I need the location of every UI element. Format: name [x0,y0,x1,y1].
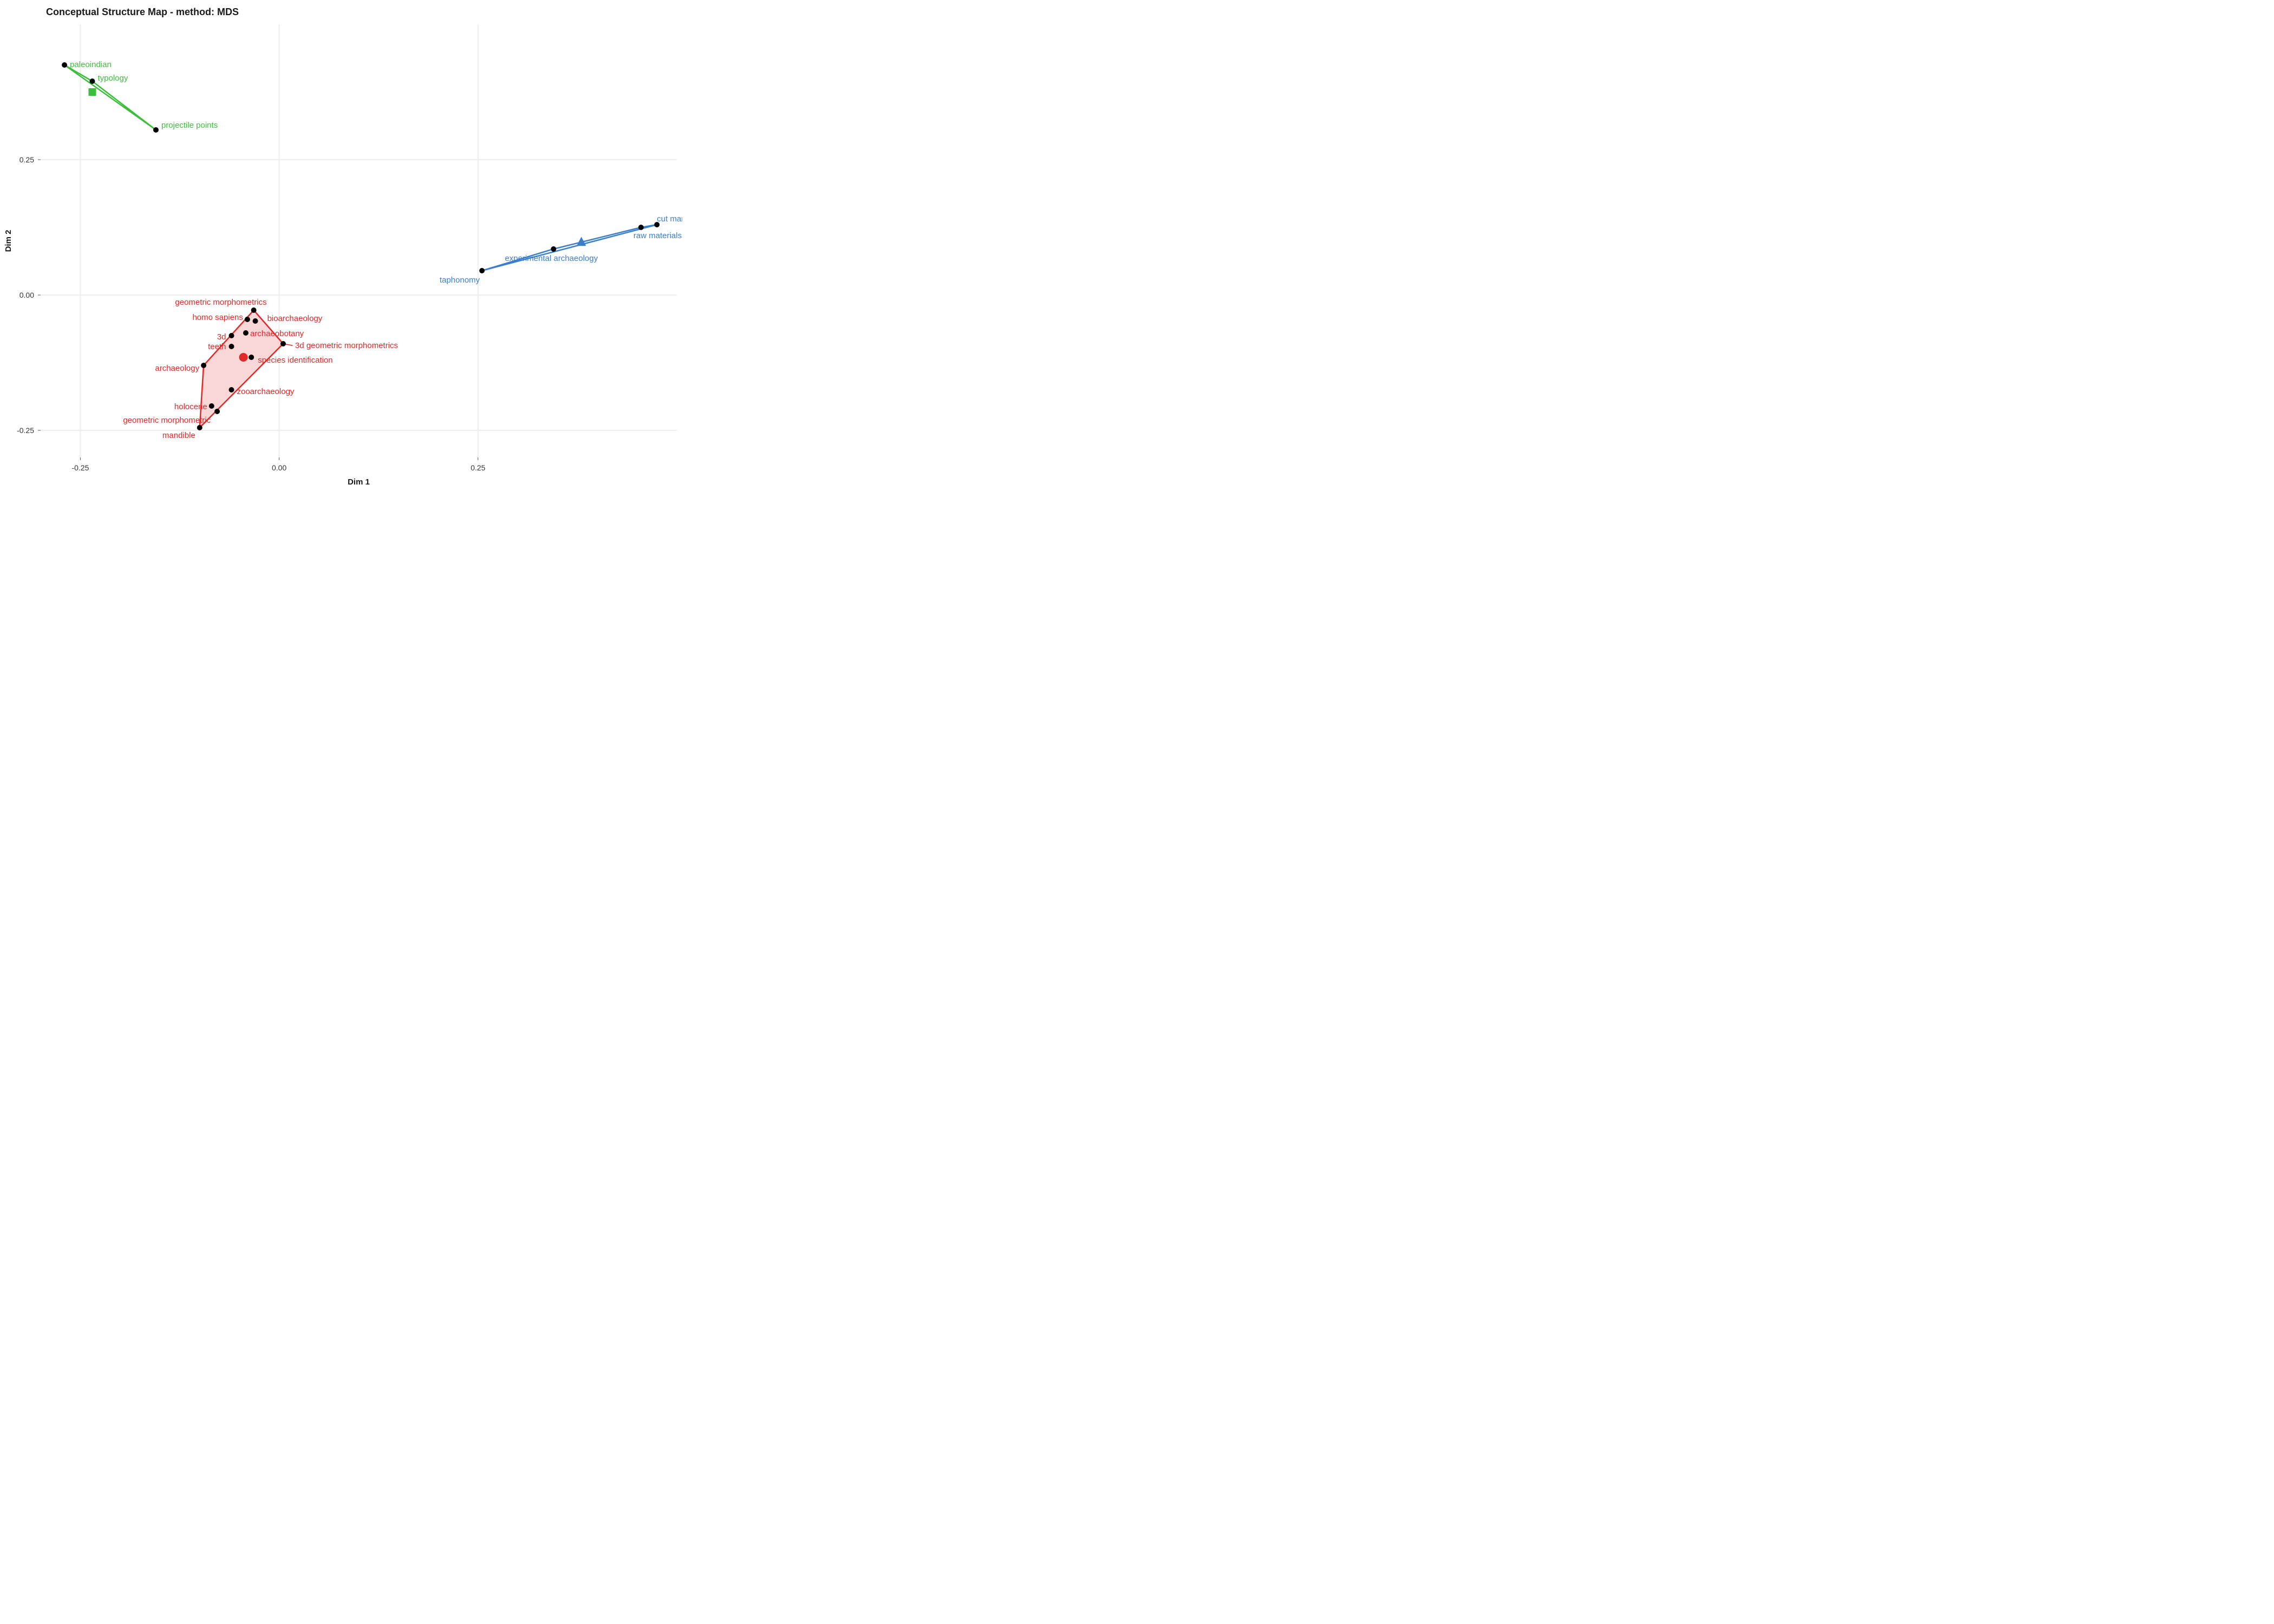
data-point [551,246,556,252]
data-point [251,307,257,313]
data-point [229,333,234,338]
cluster-centroid [239,353,248,362]
data-point [638,225,644,230]
data-point [245,317,250,322]
term-label: homo sapiens [192,313,243,322]
term-label: geometric morphometrics [175,298,266,307]
term-label: cut marks [657,214,682,224]
data-point [209,403,214,409]
data-point [89,78,95,84]
term-label: zooarchaeology [237,387,295,396]
mds-chart: Conceptual Structure Map - method: MDS Di… [0,0,682,487]
term-label: archaeobotany [250,329,304,338]
term-label: holocene [174,402,207,411]
term-label: 3d geometric morphometrics [295,341,398,350]
x-axis-label: Dim 1 [348,477,370,487]
chart-svg: Conceptual Structure Map - method: MDS Di… [0,0,682,487]
data-point [197,425,202,430]
term-label: paleoindian [70,60,112,69]
term-label: projectile points [161,121,218,130]
data-point [201,363,206,368]
term-label: geometric morphometric [123,416,211,425]
term-label: raw materials [633,231,682,240]
cluster-centroid [88,88,96,96]
term-label: experimental archaeology [505,254,598,263]
term-label: teeth [208,342,226,351]
term-label: bioarchaeology [267,314,323,323]
y-tick-label: 0.00 [19,291,34,299]
y-tick-label: 0.25 [19,155,34,164]
data-point [479,268,485,273]
term-label: typology [97,74,128,83]
data-point [229,387,234,392]
term-label: 3d [217,332,226,342]
data-point [253,318,258,324]
x-tick-label: 0.00 [272,463,286,472]
data-point [280,341,286,346]
x-tick-label: -0.25 [71,463,89,472]
x-tick-label: 0.25 [471,463,485,472]
data-point [249,355,254,360]
data-point [229,344,234,349]
term-label: mandible [162,431,195,440]
term-label: taphonomy [440,276,480,285]
chart-title: Conceptual Structure Map - method: MDS [46,6,239,17]
term-label: species identification [258,356,332,365]
data-point [62,62,67,68]
data-point [153,127,159,133]
y-axis-label: Dim 2 [4,230,13,252]
data-point [243,330,249,336]
y-tick-label: -0.25 [17,426,34,435]
term-label: archaeology [155,364,199,373]
data-point [214,409,220,414]
